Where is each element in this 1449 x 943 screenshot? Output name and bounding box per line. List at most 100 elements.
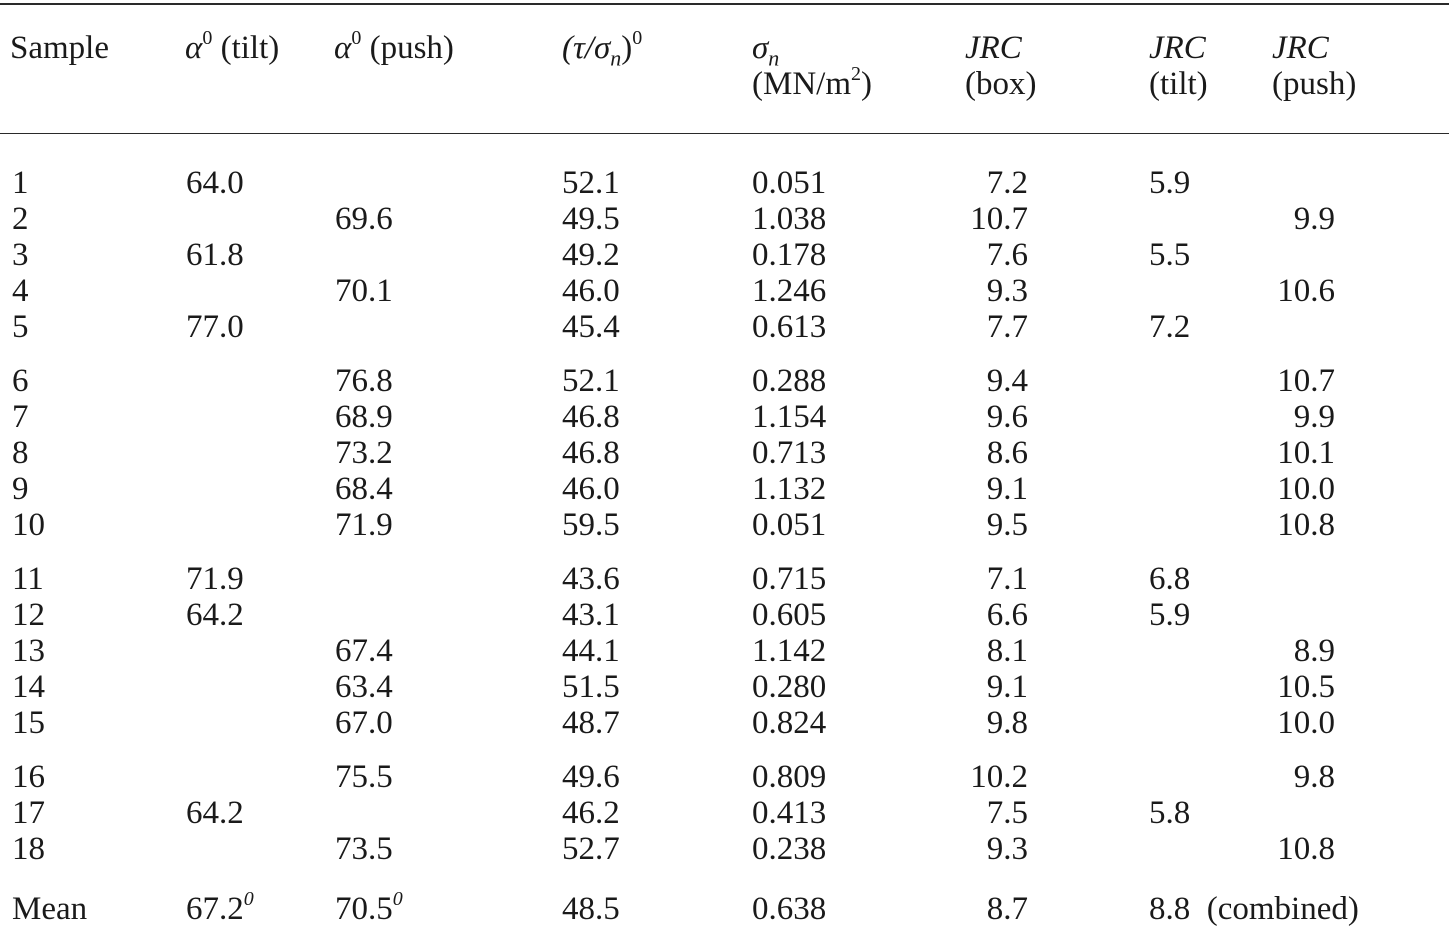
mean-jrc-box: 8.7 (986, 891, 1028, 927)
cell-sample: 7 (12, 399, 29, 435)
cell-jrc-push: 8.9 (1293, 633, 1335, 669)
cell-tau-sigma: 43.6 (562, 561, 620, 597)
cell-jrc-tilt: 7.2 (1149, 309, 1191, 345)
sigma-subscript: n (768, 45, 780, 71)
cell-alpha-push: 70.1 (335, 273, 393, 309)
mean-alpha-push-value: 70.5 (335, 891, 393, 927)
cell-sample: 4 (12, 273, 29, 309)
cell-jrc-box: 9.3 (986, 273, 1028, 309)
cell-sample: 6 (12, 363, 29, 399)
mean-alpha-push: 70.50 (335, 888, 403, 927)
sigma-symbol: σ (752, 30, 769, 66)
cell-sample: 15 (12, 705, 45, 741)
tau-sigma-post: ) (621, 30, 633, 66)
alpha-superscript: 0 (351, 27, 362, 49)
cell-jrc-tilt: 5.8 (1149, 795, 1191, 831)
cell-tau-sigma: 52.7 (562, 831, 620, 867)
tau-sigma-subscript: n (610, 45, 622, 71)
cell-alpha-tilt: 64.2 (186, 795, 244, 831)
cell-tau-sigma: 49.2 (562, 237, 620, 273)
cell-sigma-n: 0.178 (752, 237, 827, 273)
cell-sigma-n: 1.132 (752, 471, 827, 507)
mean-sigma-n: 0.638 (752, 891, 827, 927)
cell-sample: 2 (12, 201, 29, 237)
cell-alpha-push: 69.6 (335, 201, 393, 237)
cell-alpha-push: 63.4 (335, 669, 393, 705)
cell-tau-sigma: 51.5 (562, 669, 620, 705)
cell-alpha-push: 67.0 (335, 705, 393, 741)
header-jrc-tilt: JRC (tilt) (1149, 30, 1208, 102)
jrc-tilt-line1: JRC (1149, 30, 1206, 66)
cell-alpha-push: 67.4 (335, 633, 393, 669)
cell-jrc-push: 10.7 (1277, 363, 1335, 399)
mean-label: Mean (12, 891, 88, 927)
cell-jrc-box: 9.8 (986, 705, 1028, 741)
cell-jrc-push: 10.8 (1277, 831, 1335, 867)
mean-jrc-combined-value: 8.8 (1149, 891, 1191, 927)
header-jrc-box: JRC (box) (965, 30, 1036, 102)
cell-jrc-push: 9.8 (1293, 759, 1335, 795)
cell-sigma-n: 0.051 (752, 165, 827, 201)
cell-tau-sigma: 46.8 (562, 435, 620, 471)
cell-alpha-push: 68.4 (335, 471, 393, 507)
cell-sample: 14 (12, 669, 45, 705)
cell-tau-sigma: 44.1 (562, 633, 620, 669)
cell-tau-sigma: 45.4 (562, 309, 620, 345)
cell-sample: 13 (12, 633, 45, 669)
cell-jrc-box: 8.6 (986, 435, 1028, 471)
cell-sigma-n: 0.413 (752, 795, 827, 831)
cell-jrc-tilt: 6.8 (1149, 561, 1191, 597)
cell-alpha-push: 76.8 (335, 363, 393, 399)
jrc-box-line2: (box) (965, 66, 1037, 102)
sigma-unit-pre: (MN/m (752, 66, 851, 102)
cell-sample: 3 (12, 237, 29, 273)
cell-sample: 10 (12, 507, 45, 543)
header-alpha-push: α0 (push) (334, 27, 454, 66)
cell-jrc-box: 7.7 (986, 309, 1028, 345)
cell-sigma-n: 0.288 (752, 363, 827, 399)
tau-sigma-superscript: 0 (632, 27, 643, 49)
header-alpha-tilt: α0 (tilt) (185, 28, 280, 66)
mean-alpha-push-superscript: 0 (392, 888, 403, 910)
alpha-tilt-suffix: (tilt) (212, 30, 280, 66)
cell-jrc-push: 10.0 (1277, 471, 1335, 507)
cell-alpha-tilt: 71.9 (186, 561, 244, 597)
cell-jrc-push: 10.5 (1277, 669, 1335, 705)
cell-jrc-push: 10.6 (1277, 273, 1335, 309)
cell-sample: 8 (12, 435, 29, 471)
cell-jrc-box: 8.1 (986, 633, 1028, 669)
cell-jrc-box: 9.3 (986, 831, 1028, 867)
cell-sample: 5 (12, 309, 29, 345)
cell-tau-sigma: 49.6 (562, 759, 620, 795)
mean-jrc-combined: 8.8 (combined) (1149, 891, 1359, 927)
cell-sample: 12 (12, 597, 45, 633)
cell-sample: 17 (12, 795, 45, 831)
cell-jrc-box: 7.2 (986, 165, 1028, 201)
cell-jrc-box: 7.5 (986, 795, 1028, 831)
cell-sigma-n: 0.280 (752, 669, 827, 705)
alpha-push-suffix: (push) (361, 30, 454, 66)
cell-jrc-push: 10.1 (1277, 435, 1335, 471)
header-sample: Sample (10, 30, 109, 66)
cell-alpha-push: 73.2 (335, 435, 393, 471)
cell-sigma-n: 0.605 (752, 597, 827, 633)
cell-tau-sigma: 46.8 (562, 399, 620, 435)
cell-sigma-n: 0.051 (752, 507, 827, 543)
alpha-symbol: α (185, 30, 203, 66)
cell-sigma-n: 0.238 (752, 831, 827, 867)
mean-alpha-tilt: 67.20 (186, 889, 254, 927)
cell-jrc-box: 10.7 (970, 201, 1028, 237)
cell-tau-sigma: 43.1 (562, 597, 620, 633)
cell-alpha-push: 71.9 (335, 507, 393, 543)
cell-jrc-box: 7.6 (986, 237, 1028, 273)
cell-sigma-n: 0.613 (752, 309, 827, 345)
cell-jrc-tilt: 5.9 (1149, 165, 1191, 201)
jrc-push-line2: (push) (1272, 66, 1357, 102)
cell-alpha-tilt: 61.8 (186, 237, 244, 273)
cell-tau-sigma: 52.1 (562, 363, 620, 399)
cell-jrc-push: 9.9 (1293, 201, 1335, 237)
cell-alpha-tilt: 64.0 (186, 165, 244, 201)
cell-alpha-push: 75.5 (335, 759, 393, 795)
cell-sample: 11 (12, 561, 44, 597)
mean-tau-sigma: 48.5 (562, 891, 620, 927)
